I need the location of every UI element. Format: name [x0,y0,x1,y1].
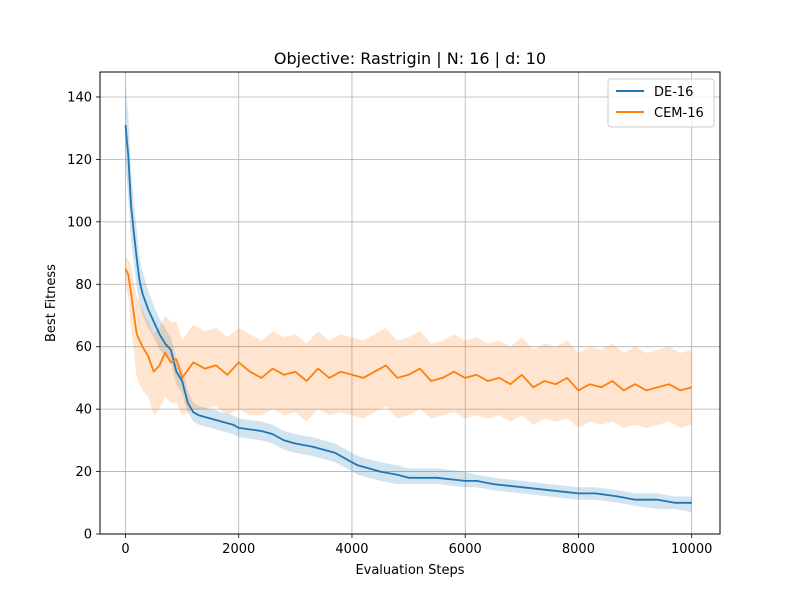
y-tick-label: 120 [67,153,92,168]
y-tick-label: 140 [67,90,92,105]
x-axis-label: Evaluation Steps [355,563,464,578]
y-tick-label: 20 [75,465,92,480]
y-tick-label: 40 [75,403,92,418]
y-axis-label: Best Fitness [44,264,59,342]
x-tick-label: 8000 [562,542,595,557]
y-tick-label: 80 [75,278,92,293]
x-tick-label: 4000 [335,542,368,557]
x-axis-ticks: 0 2000 4000 6000 8000 10000 [121,534,712,557]
confidence-bands [125,84,692,513]
y-tick-label: 60 [75,340,92,355]
series-line-cem [124,268,692,392]
band-cem [125,256,692,428]
legend: DE-16 CEM-16 [607,78,715,128]
x-tick-label: 6000 [449,542,482,557]
series-line-de [124,125,692,504]
plot-frame [99,71,721,535]
y-tick-label: 100 [67,215,92,230]
y-tick-label: 0 [84,528,92,543]
plot-area [100,72,720,534]
legend-label-de: DE-16 [654,85,693,100]
chart-title: Objective: Rastrigin | N: 16 | d: 10 [274,49,546,68]
y-axis-ticks: 0 20 40 60 80 100 120 140 [67,90,100,543]
legend-label-cem: CEM-16 [654,106,704,121]
series-lines [124,125,692,504]
x-tick-label: 0 [121,542,129,557]
x-tick-label: 10000 [671,542,712,557]
x-tick-label: 2000 [222,542,255,557]
